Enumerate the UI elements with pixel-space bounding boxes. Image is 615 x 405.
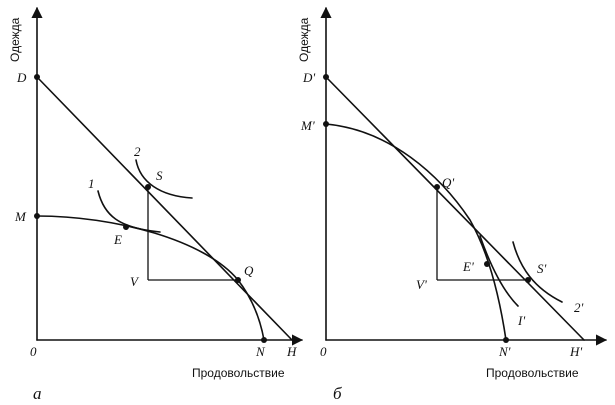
panel-b-point-q <box>434 184 440 190</box>
panel-b-caption: б <box>333 384 342 403</box>
panel-b-label-s: S' <box>537 261 547 276</box>
panel-b-x-axis-title: Продовольствие <box>486 366 579 380</box>
panel-a: D M 2 S 1 E V Q 0 N H Одежда Продовольст… <box>8 6 304 403</box>
panel-a-point-s <box>145 184 151 190</box>
panel-b-label-origin: 0 <box>320 344 327 359</box>
panel-a-point-n <box>261 337 267 343</box>
panel-b: D' M' Q' E' V' S' I' 2' 0 N' H' Одежда П… <box>297 6 608 403</box>
panel-a-label-e: E <box>113 232 122 247</box>
panel-b-point-s <box>525 277 531 283</box>
panel-b-label-curve1: I' <box>517 313 525 328</box>
panel-b-label-v: V' <box>416 277 427 292</box>
panel-a-point-m <box>34 213 40 219</box>
panel-a-label-s: S <box>156 168 163 183</box>
panel-b-indifference-curve-1 <box>479 235 519 307</box>
panel-a-caption: а <box>33 384 42 403</box>
panel-b-label-q: Q' <box>442 175 454 190</box>
panel-b-label-m: M' <box>300 118 315 133</box>
panel-b-point-e <box>484 261 490 267</box>
panel-a-label-q: Q <box>244 263 254 278</box>
panel-b-label-h: H' <box>569 344 582 359</box>
panel-a-point-q <box>235 277 241 283</box>
panel-a-budget-line <box>36 76 293 341</box>
panel-a-indifference-curve-1 <box>97 190 161 233</box>
panel-a-label-h: H <box>286 344 297 359</box>
panel-a-ppf-curve <box>36 215 265 341</box>
panel-a-label-curve2: 2 <box>134 144 141 159</box>
panel-a-point-e <box>123 224 129 230</box>
panel-a-label-d: D <box>16 70 27 85</box>
panel-a-label-curve1: 1 <box>88 176 95 191</box>
panel-b-ppf-curve <box>325 123 507 341</box>
panel-b-point-m <box>323 121 329 127</box>
panel-b-indifference-curve-2 <box>512 241 563 303</box>
panel-b-label-d: D' <box>302 70 315 85</box>
panel-a-point-d <box>34 74 40 80</box>
panel-a-label-v: V <box>130 274 140 289</box>
panel-a-label-m: M <box>14 209 27 224</box>
panel-b-label-curve2: 2' <box>574 300 584 315</box>
panel-b-point-d <box>323 74 329 80</box>
panel-b-budget-line <box>325 76 585 341</box>
panel-b-point-n <box>503 337 509 343</box>
panel-b-y-axis-title: Одежда <box>297 17 311 62</box>
panel-a-label-origin: 0 <box>30 344 37 359</box>
panel-a-y-axis-title: Одежда <box>8 17 22 62</box>
panel-b-label-e: E' <box>462 259 474 274</box>
panel-a-indifference-curve-2 <box>135 159 193 199</box>
panel-a-x-axis-title: Продовольствие <box>192 366 285 380</box>
panel-b-label-n: N' <box>498 344 511 359</box>
panel-a-label-n: N <box>255 344 266 359</box>
